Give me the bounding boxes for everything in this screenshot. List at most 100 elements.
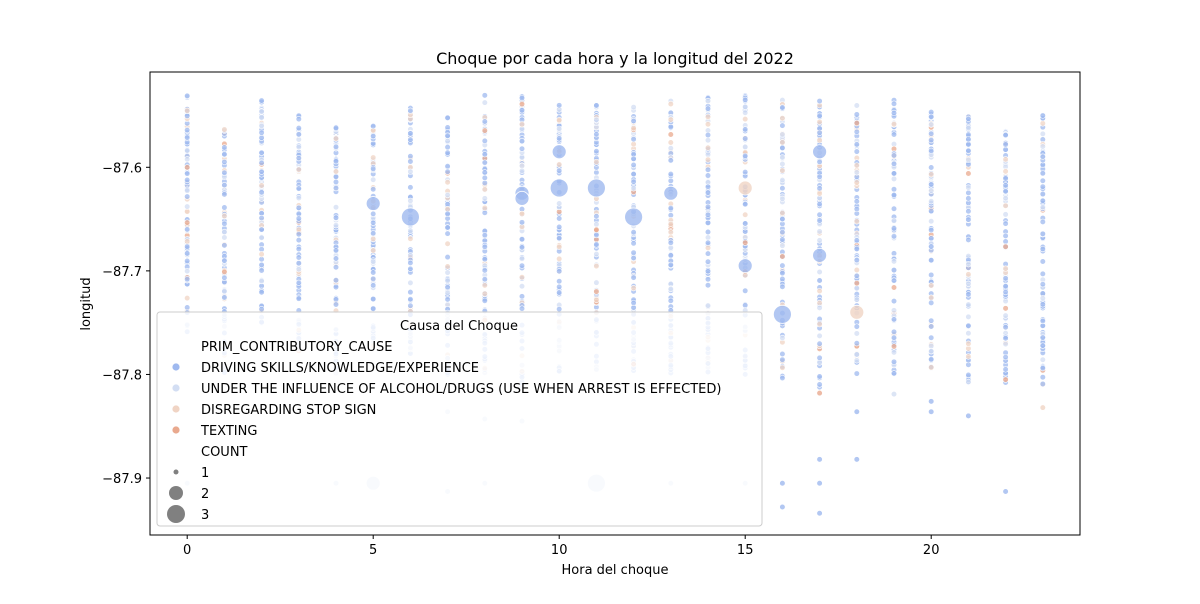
data-point xyxy=(667,123,674,131)
large-point xyxy=(587,178,606,198)
data-point xyxy=(481,174,488,181)
data-point xyxy=(928,198,935,205)
data-point xyxy=(667,229,674,236)
data-point xyxy=(1039,380,1046,388)
data-point xyxy=(704,172,712,179)
data-point xyxy=(890,284,898,291)
data-point xyxy=(667,157,674,164)
data-point xyxy=(704,137,712,144)
data-point xyxy=(890,205,898,212)
data-point xyxy=(444,269,451,276)
data-point xyxy=(295,295,302,302)
large-point xyxy=(737,180,753,196)
data-point xyxy=(630,136,637,143)
data-point xyxy=(184,276,191,283)
data-point xyxy=(332,158,340,165)
data-point xyxy=(1002,243,1009,250)
data-point xyxy=(518,210,526,217)
data-point xyxy=(779,195,786,202)
outlier-point xyxy=(1039,404,1046,411)
data-point xyxy=(853,128,860,135)
large-point xyxy=(812,247,827,263)
data-point xyxy=(258,159,265,166)
data-point xyxy=(667,171,674,178)
data-point xyxy=(853,323,860,330)
data-point xyxy=(258,251,265,258)
data-point xyxy=(295,231,302,238)
data-point xyxy=(518,236,526,243)
data-point xyxy=(407,168,414,175)
legend-title: Causa del Choque xyxy=(400,319,518,334)
data-point xyxy=(295,215,302,222)
data-point xyxy=(928,317,935,324)
data-point xyxy=(630,254,637,262)
legend-label-series-2: DISREGARDING STOP SIGN xyxy=(201,403,376,418)
data-point xyxy=(704,156,712,163)
data-point xyxy=(779,160,786,168)
legend-size-header: COUNT xyxy=(201,445,248,460)
data-point xyxy=(556,200,563,207)
data-point xyxy=(556,223,563,231)
data-point xyxy=(890,307,898,314)
data-point xyxy=(221,268,228,276)
data-point xyxy=(928,218,935,225)
axis-ticks: 0 5 10 15 20 −87.9 −87.8 −87.7 −87.6 xyxy=(102,161,939,558)
data-point xyxy=(928,323,935,330)
legend-size-label-1: 1 xyxy=(201,466,209,481)
data-point xyxy=(816,277,823,284)
data-point xyxy=(630,229,637,236)
data-point xyxy=(295,144,302,151)
data-point xyxy=(890,258,898,265)
data-point xyxy=(630,161,637,169)
data-point xyxy=(1039,112,1046,119)
data-point xyxy=(221,169,228,176)
data-point xyxy=(890,358,898,365)
data-point xyxy=(184,257,191,265)
data-point xyxy=(704,121,712,128)
data-point xyxy=(184,250,191,257)
data-point xyxy=(779,154,786,161)
data-point xyxy=(853,218,860,225)
data-point xyxy=(221,220,228,227)
data-point xyxy=(481,169,488,176)
data-point xyxy=(1002,132,1009,139)
data-point xyxy=(221,144,228,151)
data-point xyxy=(779,229,786,236)
data-point xyxy=(779,374,786,382)
data-point xyxy=(1002,354,1009,361)
data-point xyxy=(1039,183,1046,190)
data-point xyxy=(258,189,265,196)
data-point xyxy=(1039,170,1046,177)
data-point xyxy=(444,149,451,156)
data-point xyxy=(742,211,749,218)
data-point xyxy=(258,289,265,296)
data-point xyxy=(779,269,786,277)
data-point xyxy=(667,297,674,304)
data-point xyxy=(332,178,340,186)
data-point xyxy=(1002,175,1009,182)
data-point xyxy=(779,115,786,122)
data-point xyxy=(332,222,340,229)
data-point xyxy=(779,185,786,192)
data-point xyxy=(890,192,898,199)
data-point xyxy=(518,101,526,108)
data-point xyxy=(184,268,191,275)
data-point xyxy=(1002,188,1009,195)
data-point xyxy=(221,126,228,133)
data-point xyxy=(518,121,526,128)
data-point xyxy=(444,254,451,261)
data-point xyxy=(704,166,712,173)
data-point xyxy=(965,136,972,143)
legend-label-series-0: DRIVING SKILLS/KNOWLEDGE/EXPERIENCE xyxy=(201,361,479,376)
x-tick-label: 10 xyxy=(551,543,568,558)
data-point xyxy=(444,284,451,291)
data-point xyxy=(481,297,488,304)
large-point xyxy=(663,185,679,201)
data-point xyxy=(816,287,823,295)
data-point xyxy=(295,155,302,162)
data-point xyxy=(258,234,265,241)
data-point xyxy=(332,214,340,221)
data-point xyxy=(928,342,935,350)
data-point xyxy=(295,245,302,253)
data-point xyxy=(965,322,972,329)
